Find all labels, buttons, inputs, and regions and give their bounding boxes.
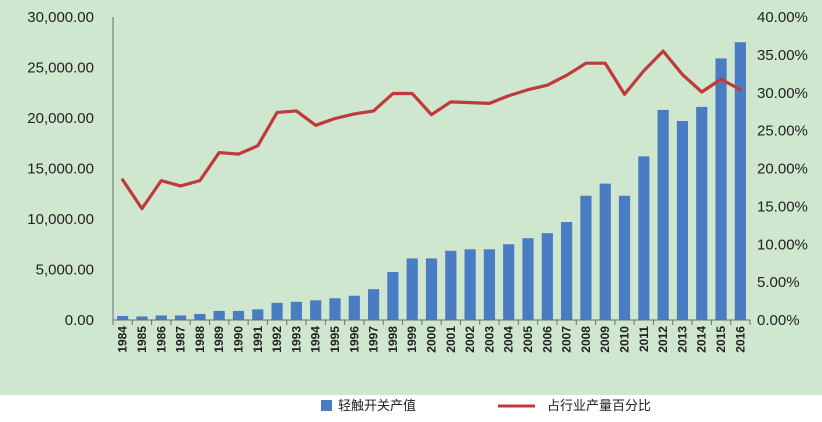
left-tick-label: 0.00 bbox=[65, 312, 94, 329]
legend: 轻触开关产值 占行业产量百分比 bbox=[321, 398, 651, 413]
bar-2009 bbox=[599, 183, 611, 320]
x-tick-label: 1996 bbox=[347, 326, 361, 353]
x-tick-label: 1984 bbox=[116, 326, 130, 353]
bar-1998 bbox=[387, 272, 399, 320]
bar-1992 bbox=[271, 302, 283, 320]
bar-2007 bbox=[561, 222, 573, 320]
x-tick-label: 1987 bbox=[174, 326, 188, 353]
x-tick-label: 2004 bbox=[502, 326, 516, 353]
bar-2000 bbox=[425, 258, 438, 320]
bar-1987 bbox=[174, 315, 187, 320]
bar-2003 bbox=[483, 249, 496, 320]
x-tick-label: 2005 bbox=[521, 326, 535, 353]
x-tick-label: 2015 bbox=[714, 326, 728, 353]
x-tick-label: 1986 bbox=[154, 326, 168, 353]
x-tick-label: 2007 bbox=[560, 326, 574, 353]
x-tick-label: 2000 bbox=[425, 326, 439, 353]
x-axis-tick-labels: 1984 1985 1986 1987 1988 1989 1990 1991 1992 1993… bbox=[116, 326, 748, 353]
right-tick-label: 0.00% bbox=[757, 312, 800, 329]
left-tick-label: 15,000.00 bbox=[27, 161, 94, 178]
bar-2016 bbox=[734, 42, 746, 320]
axes bbox=[112, 17, 751, 325]
bar-series bbox=[117, 42, 746, 320]
bar-1995 bbox=[329, 298, 341, 320]
x-tick-label: 1992 bbox=[270, 326, 284, 353]
right-axis-tick-labels: 0.00% 5.00% 10.00% 15.00% 20.00% 25.00% 30.00%… bbox=[757, 9, 808, 329]
x-tick-label: 1995 bbox=[328, 326, 342, 353]
x-tick-label: 2008 bbox=[579, 326, 593, 353]
right-tick-label: 30.00% bbox=[757, 85, 808, 102]
x-tick-label: 2001 bbox=[444, 326, 458, 353]
bar-2015 bbox=[715, 58, 727, 320]
bar-1993 bbox=[290, 301, 302, 320]
bar-2010 bbox=[618, 195, 631, 320]
right-tick-label: 25.00% bbox=[757, 123, 808, 140]
bar-2006 bbox=[541, 233, 553, 320]
bar-1986 bbox=[155, 315, 167, 320]
legend-line-label: 占行业产量百分比 bbox=[547, 398, 651, 413]
right-tick-label: 5.00% bbox=[757, 274, 800, 291]
bar-2005 bbox=[522, 238, 534, 320]
left-axis-tick-labels: 0.00 5,000.00 10,000.00 15,000.00 20,000.00 2… bbox=[27, 9, 94, 329]
x-tick-label: 2011 bbox=[637, 326, 651, 352]
bar-1997 bbox=[367, 289, 380, 320]
left-tick-label: 30,000.00 bbox=[27, 9, 94, 26]
bar-1991 bbox=[252, 309, 264, 320]
bar-2004 bbox=[503, 244, 515, 320]
x-tick-label: 2002 bbox=[463, 326, 477, 353]
left-tick-label: 20,000.00 bbox=[27, 110, 94, 127]
legend-bar-swatch bbox=[321, 400, 332, 411]
x-tick-label: 2006 bbox=[540, 326, 554, 353]
bar-1984 bbox=[117, 315, 129, 320]
left-tick-label: 25,000.00 bbox=[27, 60, 94, 77]
bar-2001 bbox=[445, 250, 457, 320]
bar-1989 bbox=[213, 310, 225, 320]
x-tick-label: 2013 bbox=[675, 326, 689, 353]
x-tick-label: 1988 bbox=[193, 326, 207, 353]
x-tick-label: 1994 bbox=[309, 326, 323, 353]
x-tick-label: 2003 bbox=[482, 326, 496, 353]
bar-2012 bbox=[657, 109, 669, 320]
left-tick-label: 10,000.00 bbox=[27, 211, 94, 228]
x-tick-label: 1999 bbox=[405, 326, 419, 353]
x-tick-label: 2016 bbox=[733, 326, 747, 353]
x-tick-label: 1989 bbox=[212, 326, 226, 353]
x-tick-label: 1990 bbox=[231, 326, 245, 353]
x-tick-label: 2009 bbox=[598, 326, 612, 353]
x-tick-label: 2012 bbox=[656, 326, 670, 353]
right-tick-label: 15.00% bbox=[757, 198, 808, 215]
bar-2011 bbox=[638, 156, 650, 320]
bar-1999 bbox=[406, 258, 418, 320]
bar-2014 bbox=[696, 106, 708, 320]
bar-1996 bbox=[348, 295, 360, 320]
x-tick-label: 1991 bbox=[251, 326, 265, 353]
right-tick-label: 35.00% bbox=[757, 47, 808, 64]
x-tick-label: 1993 bbox=[289, 326, 303, 353]
x-tick-label: 1997 bbox=[367, 326, 381, 353]
bar-1985 bbox=[136, 316, 148, 320]
x-tick-label: 2010 bbox=[618, 326, 632, 353]
bar-1988 bbox=[194, 313, 206, 320]
right-tick-label: 40.00% bbox=[757, 9, 808, 26]
right-tick-label: 10.00% bbox=[757, 236, 808, 253]
x-tick-label: 1998 bbox=[386, 326, 400, 353]
legend-background bbox=[0, 395, 822, 422]
bar-2002 bbox=[464, 249, 476, 320]
x-tick-label: 1985 bbox=[135, 326, 149, 353]
legend-bar-label: 轻触开关产值 bbox=[338, 398, 416, 413]
bar-2008 bbox=[580, 195, 592, 320]
x-tick-label: 2014 bbox=[695, 326, 709, 353]
bar-1990 bbox=[232, 310, 245, 320]
line-series bbox=[121, 49, 742, 211]
bar-1994 bbox=[310, 300, 322, 320]
left-tick-label: 5,000.00 bbox=[36, 262, 94, 279]
right-tick-label: 20.00% bbox=[757, 161, 808, 178]
bar-2013 bbox=[676, 121, 689, 320]
